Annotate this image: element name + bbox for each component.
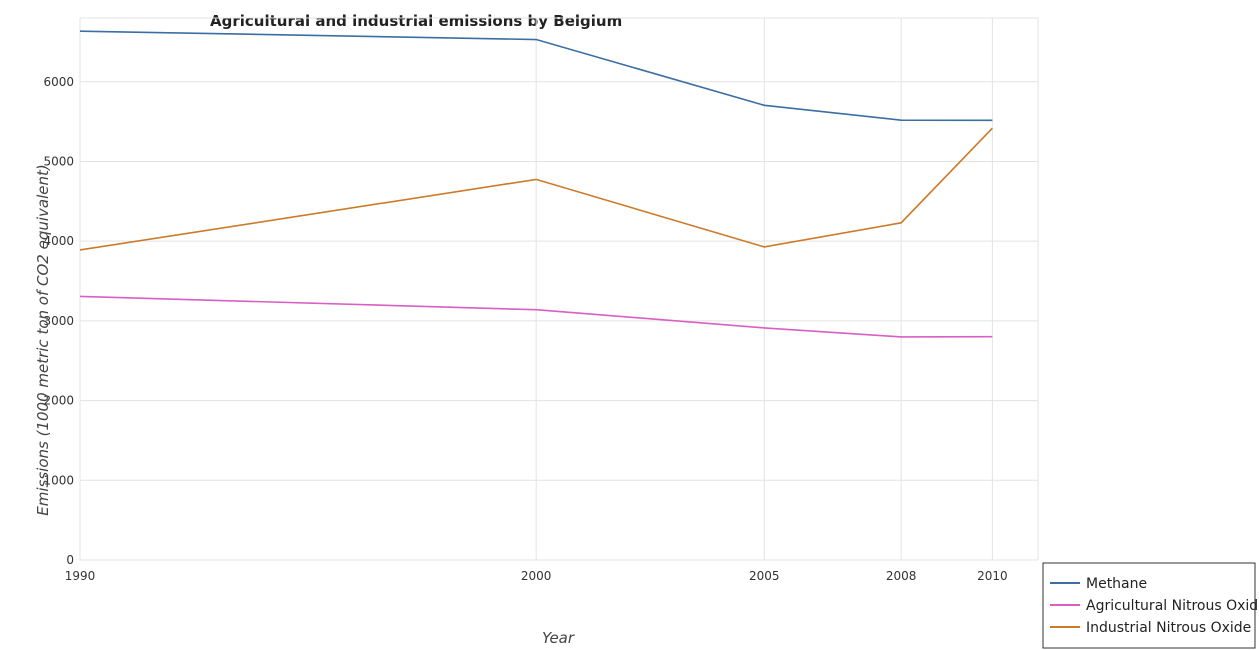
y-tick-label: 2000	[43, 394, 74, 408]
y-axis-label: Emissions (1000 metric ton of CO2 equiva…	[34, 164, 52, 515]
legend-label: Methane	[1086, 576, 1147, 592]
x-tick-label: 2005	[749, 569, 780, 583]
y-tick-label: 4000	[43, 234, 74, 248]
chart-title: Agricultural and industrial emissions by…	[210, 12, 622, 30]
y-tick-label: 6000	[43, 75, 74, 89]
x-tick-label: 2000	[521, 569, 552, 583]
y-tick-labels: 0 1000 2000 3000 4000 5000 6000	[43, 75, 74, 567]
legend: Methane Agricultural Nitrous Oxide Industr…	[1042, 562, 1259, 649]
plot-frame	[79, 17, 1039, 561]
y-tick-label: 5000	[43, 154, 74, 168]
series-line-industrial-nitrous-oxide	[79, 127, 993, 251]
y-tick-label: 3000	[43, 314, 74, 328]
x-tick-label: 2008	[886, 569, 917, 583]
legend-label: Agricultural Nitrous Oxide	[1086, 598, 1259, 614]
x-tick-label: 1990	[65, 569, 96, 583]
x-axis-label: Year	[542, 629, 575, 647]
legend-label: Industrial Nitrous Oxide	[1086, 620, 1251, 636]
y-tick-label: 1000	[43, 473, 74, 487]
axes	[79, 17, 1039, 561]
series-line-methane	[79, 30, 993, 122]
x-tick-labels: 1990 2000 2005 2008 2010	[65, 569, 1008, 583]
x-tick-label: 2010	[977, 569, 1008, 583]
grid-lines	[79, 18, 1038, 561]
y-tick-label: 0	[66, 553, 74, 567]
series-lines	[79, 30, 993, 338]
series-line-agricultural-nitrous-oxide	[79, 295, 993, 338]
